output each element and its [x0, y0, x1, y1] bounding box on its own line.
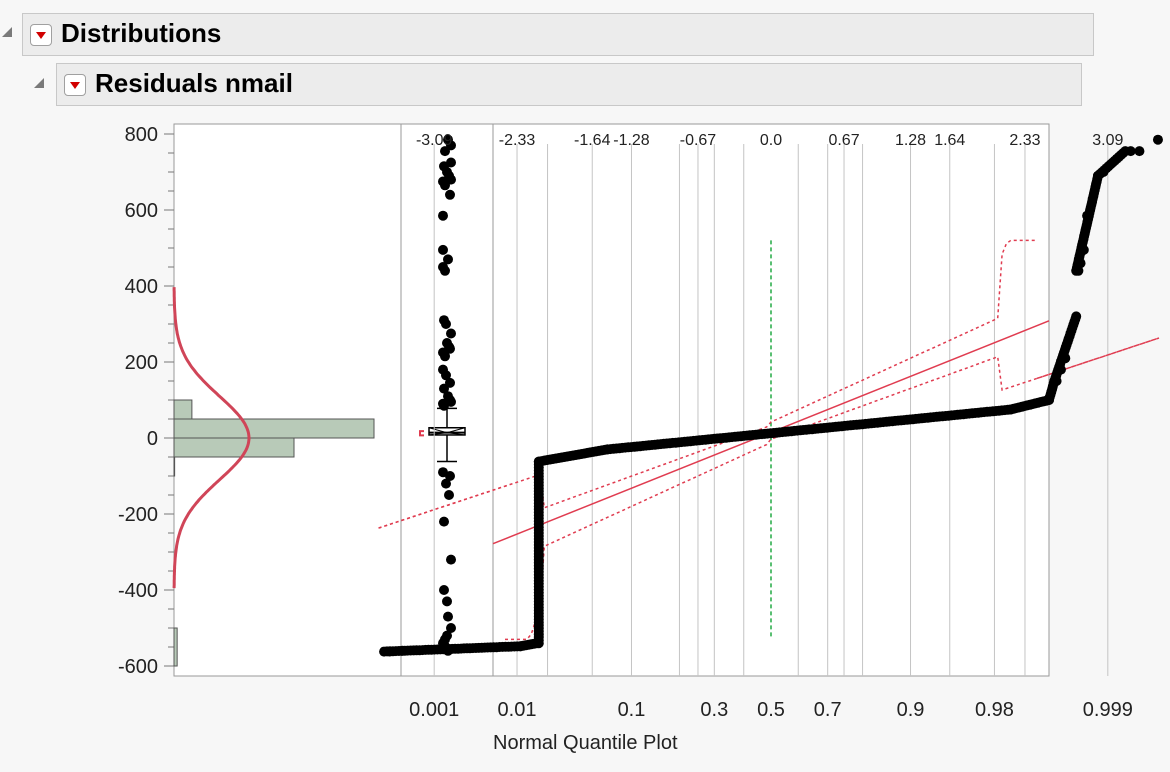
quantile-point: [1071, 311, 1082, 322]
outlier-point: [441, 319, 451, 329]
outlier-point: [446, 554, 456, 565]
quantile-point: [1125, 146, 1136, 157]
y-tick-label: 400: [125, 276, 158, 298]
y-tick-label: -600: [118, 656, 158, 678]
histogram-bar: [173, 627, 178, 667]
top-quantile-tick-label: 0.0: [760, 132, 782, 149]
distributions-title: Distributions: [61, 18, 222, 48]
y-tick-label: 600: [125, 200, 158, 222]
histogram-panel: [173, 123, 402, 677]
bottom-probability-tick-label: 0.999: [1083, 699, 1133, 721]
outlier-point: [440, 146, 450, 157]
quantile-point: [1060, 353, 1071, 364]
bottom-probability-tick-label: 0.1: [618, 699, 646, 721]
top-quantile-tick-label: -2.33: [499, 132, 536, 149]
top-quantile-tick-label: 3.09: [1092, 132, 1123, 149]
top-quantile-tick-label: -3.09: [416, 132, 453, 149]
top-quantile-tick-label: -1.64: [574, 132, 611, 149]
residuals-header: Residuals nmail: [56, 63, 1082, 106]
top-quantile-tick-label: 0.67: [828, 132, 859, 149]
histogram-bar: [173, 437, 295, 458]
top-quantile-tick-label: 1.28: [895, 132, 926, 149]
outlier-point: [444, 490, 454, 500]
top-quantile-tick-label: -1.28: [613, 132, 650, 149]
outlier-point: [443, 254, 453, 265]
outlier-point: [439, 585, 449, 595]
bottom-probability-tick-label: 0.7: [814, 699, 842, 721]
histogram-bar: [173, 456, 176, 477]
outlier-point: [440, 265, 450, 276]
outlier-point: [441, 370, 451, 381]
y-tick-label: 200: [125, 352, 158, 374]
confidence-band-lower: [505, 337, 1160, 641]
outlier-point: [439, 400, 449, 411]
quantile-point: [1098, 167, 1109, 177]
bottom-probability-tick-label: 0.98: [975, 699, 1014, 721]
outline-disclosure-icon[interactable]: [2, 27, 12, 37]
outline-disclosure-icon[interactable]: [34, 78, 44, 88]
quantile-point: [384, 646, 395, 657]
outlier-point: [440, 180, 450, 191]
normal-fit-curve: [172, 287, 251, 589]
bottom-probability-tick-label: 0.9: [897, 699, 925, 721]
bottom-probability-tick-label: 0.5: [757, 699, 785, 721]
red-triangle-menu-icon[interactable]: [64, 74, 86, 96]
residuals-title: Residuals nmail: [95, 68, 293, 98]
bottom-probability-tick-label: 0.01: [498, 699, 537, 721]
red-triangle-menu-icon[interactable]: [30, 24, 52, 46]
quantile-point: [1075, 258, 1086, 269]
top-quantile-tick-label: 1.64: [934, 132, 965, 149]
top-quantile-tick-label: 2.33: [1009, 132, 1040, 149]
outlier-point: [438, 244, 448, 255]
y-tick-label: -400: [118, 580, 158, 602]
outlier-point: [446, 623, 456, 633]
outlier-point: [445, 189, 455, 200]
outlier-point: [441, 478, 451, 489]
box-iqr: [428, 426, 466, 436]
shortest-half-bracket: [419, 430, 424, 437]
distributions-header: Distributions: [22, 13, 1094, 56]
outlier-point: [445, 471, 455, 481]
outlier-point: [442, 596, 452, 607]
quantile-point: [1051, 376, 1062, 386]
quantile-point: [1134, 146, 1145, 157]
quantile-point: [1082, 210, 1093, 221]
y-tick-label: -200: [118, 504, 158, 526]
confidence-band-upper-left: [378, 483, 510, 529]
top-quantile-tick-label: -0.67: [680, 132, 717, 149]
quantile-plot-xlabel: Normal Quantile Plot: [493, 732, 678, 754]
bottom-probability-tick-label: 0.001: [409, 699, 459, 721]
outlier-point: [438, 210, 448, 221]
quantile-point: [1073, 265, 1084, 276]
outlier-point: [439, 383, 449, 394]
histogram-bar: [173, 418, 375, 439]
outlier-point: [439, 516, 449, 527]
quantile-point: [1055, 364, 1066, 375]
bottom-probability-tick-label: 0.3: [700, 699, 728, 721]
y-tick-label: 800: [125, 124, 158, 146]
outlier-point: [443, 611, 453, 622]
outlier-point: [440, 351, 450, 362]
outlier-point: [446, 328, 456, 339]
y-tick-label: 0: [147, 428, 158, 450]
quantile-point: [1078, 244, 1089, 255]
quantile-point: [397, 645, 408, 656]
histogram-bar: [173, 399, 193, 420]
quantile-point: [1152, 134, 1163, 145]
